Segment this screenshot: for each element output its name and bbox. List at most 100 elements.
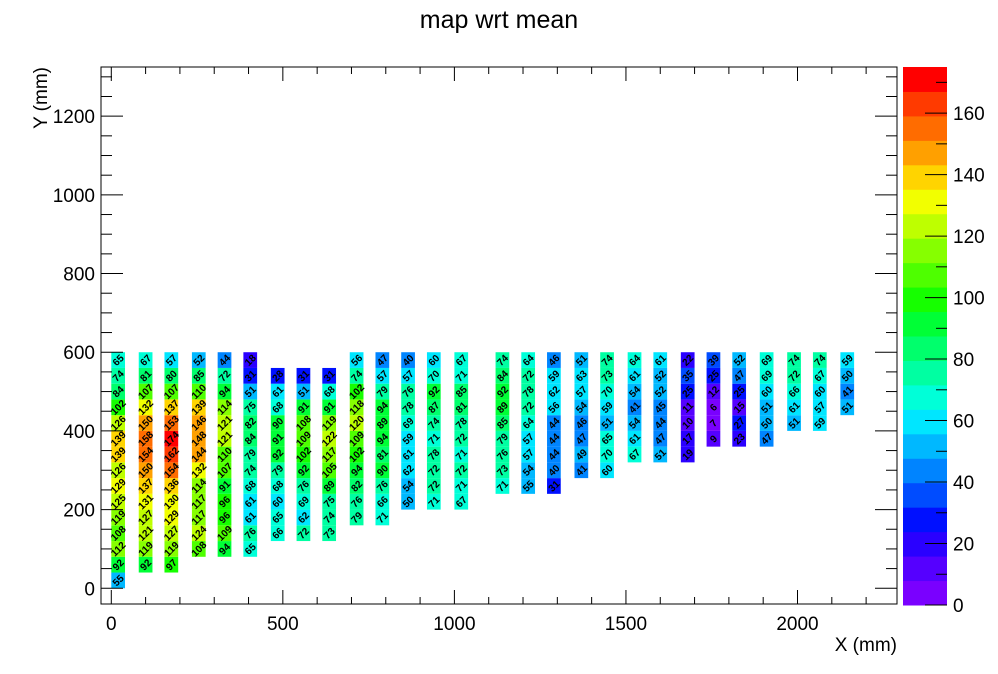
heatmap-cell [454,478,469,494]
heatmap-cell [627,415,642,431]
color-scale-band [903,91,947,117]
heatmap-cell [574,462,589,479]
heatmap-cell [375,352,390,368]
heatmap-cell [426,478,441,494]
heatmap-cell [627,367,642,384]
heatmap-cell [164,383,179,400]
heatmap-cell [495,383,510,400]
heatmap-cell [164,415,179,431]
heatmap-cell [521,446,536,463]
y-tick-label: 800 [63,265,95,286]
heatmap-cell [111,446,126,463]
heatmap-cell [164,478,179,494]
heatmap-cell [375,415,390,431]
heatmap-cell [454,462,469,479]
x-tick-label: 0 [106,614,117,635]
heatmap-cell [375,478,390,494]
color-scale-band [903,115,947,141]
heatmap-cell [243,415,258,431]
heatmap-cell [296,478,311,494]
x-tick-label: 1500 [605,614,647,635]
heatmap-cell [840,367,855,384]
heatmap-cell [138,556,153,573]
color-scale-band [903,556,947,582]
heatmap-cell [270,462,285,479]
heatmap-cell [191,352,206,368]
heatmap-cell [547,462,561,479]
heatmap-cell [454,383,469,400]
heatmap-cell [322,430,337,447]
heatmap-cell [375,509,390,526]
heatmap-cell [600,415,614,431]
heatmap-cell [322,399,337,416]
heatmap-cell [322,478,337,494]
heatmap-cell [787,383,801,400]
heatmap-cell [322,383,337,400]
heatmap-cell [759,399,774,416]
heatmap-cell [627,352,642,368]
heatmap-cell [600,446,614,463]
heatmap-cell [191,525,206,542]
y-axis: 0 200 400 600 800 1000 1200 [53,76,897,600]
heatmap-cell [296,493,311,510]
heatmap-cell [547,446,561,463]
heatmap-cell [217,367,232,384]
heatmap-cell [401,383,415,400]
color-scale-band [903,458,947,484]
heatmap-cell [322,525,337,542]
heatmap-cell [270,430,285,447]
heatmap-cell [111,493,126,510]
heatmap-cell [138,478,153,494]
heatmap-cell [349,415,364,431]
heatmap-cell [164,556,179,573]
heatmap-cell [574,415,589,431]
heatmap-cell [111,415,126,431]
y-tick-label: 1200 [53,107,95,128]
heatmap-cell [426,430,441,447]
heatmap-cell [164,525,179,542]
heatmap-cell [401,367,415,384]
y-tick-label: 1000 [53,186,95,207]
heatmap-cell [454,367,469,384]
color-scale-label: 40 [953,473,974,494]
heatmap-cell [375,383,390,400]
heatmap-cell [759,415,774,431]
color-scale-band [903,482,947,508]
heatmap-cell [495,430,510,447]
heatmap-cell [547,415,561,431]
heatmap-cell [521,367,536,384]
heatmap-cell [840,399,855,416]
heatmap-cell [454,493,469,510]
heatmap-cell [521,478,536,494]
heatmap-cell [296,462,311,479]
heatmap-cell [138,352,153,368]
heatmap-cell [349,446,364,463]
heatmap-cell [138,367,153,384]
heatmap-cell [600,430,614,447]
heatmap-cell [759,367,774,384]
heatmap-cell [111,572,126,589]
heatmap-cell [191,462,206,479]
heatmap-cell [164,430,179,447]
color-scale-band [903,189,947,215]
heatmap-cell [191,509,206,526]
heatmap-cell [375,446,390,463]
heatmap-cell [217,493,232,510]
heatmap-cell [653,415,668,431]
color-scale-label: 60 [953,412,974,433]
heatmap-cell [706,367,721,384]
heatmap-cell [574,399,589,416]
heatmap-cell [521,462,536,479]
heatmap-cell [547,352,561,368]
heatmap-cell [706,352,721,368]
heatmap-cell [680,430,695,447]
heatmap-cell [787,352,801,368]
heatmap-cell [495,367,510,384]
heatmap-cell [322,509,337,526]
heatmap-cell [521,415,536,431]
heatmap-cell [401,415,415,431]
heatmap-cell [547,430,561,447]
heatmap-cell [653,352,668,368]
heatmap-cell [243,367,258,384]
heatmap-cell [349,462,364,479]
